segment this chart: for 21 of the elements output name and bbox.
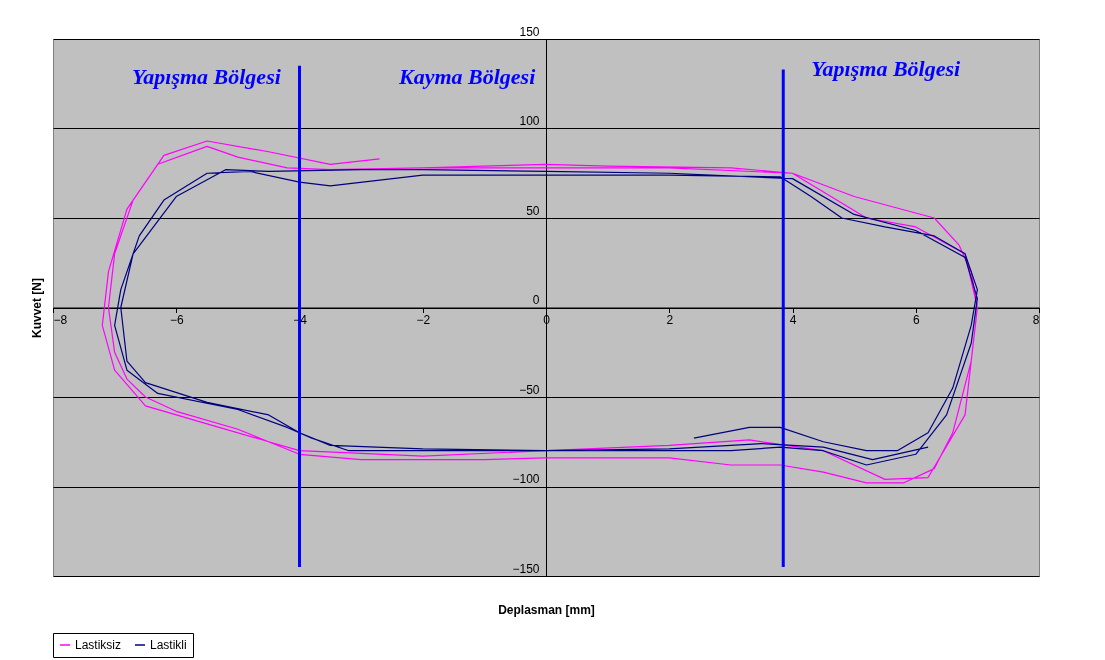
x-tick-label: −8 [53, 313, 68, 327]
annotation: Yapışma Bölgesi [131, 63, 282, 89]
y-tick-label: 150 [519, 24, 540, 39]
y-tick-label: 50 [526, 203, 540, 218]
y-tick-label: −50 [519, 382, 540, 397]
x-tick-label: 6 [912, 313, 920, 327]
annotation: Yapışma Bölgesi [811, 55, 961, 81]
x-tick-label: 8 [1032, 313, 1040, 327]
x-tick-label: 2 [666, 313, 674, 327]
x-tick-label: −6 [169, 313, 184, 327]
x-tick-label: 4 [789, 313, 797, 327]
legend-label: Lastikli [150, 638, 187, 652]
y-tick-label: 0 [532, 293, 540, 307]
x-tick-label: −2 [416, 313, 431, 327]
legend-label: Lastiksiz [75, 638, 122, 652]
annotation: Kayma Bölgesi [397, 63, 537, 89]
y-tick-label: −150 [512, 561, 540, 576]
y-tick-label: −100 [512, 472, 540, 486]
y-tick-label: 100 [519, 114, 540, 128]
x-axis-title: Deplasman [mm] [498, 602, 595, 617]
y-axis-title: Kuvvet [N] [29, 277, 44, 339]
